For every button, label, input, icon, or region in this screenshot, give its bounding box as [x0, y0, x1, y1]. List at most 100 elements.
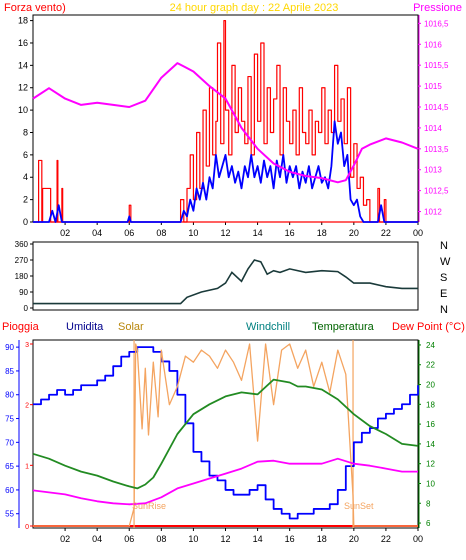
solar-line — [33, 343, 418, 527]
x-tick-label: 16 — [285, 228, 295, 238]
x-tick-label: 08 — [156, 228, 166, 238]
y-right-tick-label: 1012 — [424, 208, 442, 217]
x-tick-label: 12 — [220, 228, 230, 238]
x-tick-label: 18 — [317, 228, 327, 238]
sunset-label: SunSet — [344, 501, 374, 511]
x-tick-label: 06 — [124, 534, 134, 544]
humidity-tick-label: 85 — [5, 367, 14, 376]
temp-tick-label: 10 — [426, 479, 435, 488]
y-right-tick-label: 1013,5 — [424, 145, 449, 154]
chart-title: 24 hour graph day : 22 Aprile 2023 — [170, 2, 339, 14]
solar-label: Solar — [118, 321, 144, 333]
rain-label: Pioggia — [2, 321, 40, 333]
dew-point-line — [32, 457, 418, 506]
y-left-tick-label: 2 — [23, 195, 28, 205]
y-right-tick-label: 1015,5 — [424, 61, 449, 70]
humidity-line — [33, 346, 419, 520]
humidity-tick-label: 90 — [5, 343, 14, 352]
y-left-tick-label: 4 — [23, 172, 28, 182]
y-left-tick-label: 18 — [18, 16, 28, 26]
y-left-tick-label: 12 — [18, 83, 28, 93]
y-right-tick-label: 1016,5 — [424, 19, 449, 28]
humidity-tick-label: 70 — [5, 438, 14, 447]
wind-direction-panel: 0 90 180 270 360 — [15, 240, 419, 313]
windchill-label: Windchill — [246, 321, 290, 333]
x-tick-label: 00 — [413, 534, 423, 544]
y-right-tick-label: 1016 — [424, 40, 442, 49]
x-tick-label: 00 — [413, 228, 423, 238]
y-left-tick-label: 0 — [23, 217, 28, 227]
temp-tick-label: 8 — [426, 499, 431, 508]
dir-tick-label: 180 — [15, 272, 29, 281]
x-tick-label: 18 — [317, 534, 327, 544]
dir-tick-label: 270 — [15, 256, 29, 265]
y-right-tick-label: 1014 — [424, 124, 442, 133]
temperature-label: Temperatura — [312, 321, 375, 333]
dir-label-n2: N — [440, 304, 448, 316]
temp-tick-label: 18 — [426, 400, 435, 409]
y-left-tick-label: 14 — [18, 60, 28, 70]
dir-label-s: S — [440, 272, 447, 284]
humidity-tick-label: 60 — [5, 486, 14, 495]
x-tick-label: 12 — [220, 534, 230, 544]
humidity-tick-label: 55 — [5, 510, 14, 519]
y-left-tick-label: 10 — [18, 105, 28, 115]
x-tick-label: 02 — [60, 228, 70, 238]
wind-speed-line — [33, 120, 418, 223]
y-left-tick-label: 8 — [23, 127, 28, 137]
dir-tick-label: 0 — [24, 304, 29, 313]
wind-speed-label: Forza vento) — [4, 2, 66, 14]
y-left-tick-label: 16 — [18, 38, 28, 48]
x-tick-label: 20 — [349, 534, 359, 544]
x-tick-label: 14 — [253, 534, 263, 544]
temp-tick-label: 20 — [426, 381, 435, 390]
x-tick-label: 22 — [381, 534, 391, 544]
dir-tick-label: 90 — [19, 288, 28, 297]
y-right-tick-label: 1014,5 — [424, 103, 449, 112]
wind-pressure-panel: 02468101214161810121012,510131013,510141… — [18, 14, 449, 238]
humidity-tick-label: 75 — [5, 415, 14, 424]
wind-direction-line — [33, 259, 418, 305]
y-right-tick-label: 1015 — [424, 82, 442, 91]
sunrise-label: SunRise — [132, 501, 166, 511]
x-tick-label: 16 — [285, 534, 295, 544]
plot-frame — [32, 339, 419, 529]
y-right-tick-label: 1012,5 — [424, 187, 449, 196]
dir-label-w: W — [440, 256, 451, 268]
x-tick-label: 10 — [188, 534, 198, 544]
temp-tick-label: 22 — [426, 361, 435, 370]
rain-tick-label: 0 — [25, 524, 29, 531]
x-tick-label: 22 — [381, 228, 391, 238]
x-tick-label: 20 — [349, 228, 359, 238]
x-tick-label: 08 — [156, 534, 166, 544]
y-right-tick-label: 1013 — [424, 166, 442, 175]
temperature-line — [32, 378, 419, 490]
dew-point-label: Dew Point (°C) — [392, 321, 465, 333]
humidity-tick-label: 65 — [5, 462, 14, 471]
rain-tick-label: 1 — [25, 463, 29, 470]
rain-tick-label: 2 — [25, 403, 29, 410]
humidity-tick-label: 80 — [5, 391, 14, 400]
pressure-label: Pressione — [413, 2, 462, 14]
x-tick-label: 02 — [60, 534, 70, 544]
temp-tick-label: 12 — [426, 460, 435, 469]
x-tick-label: 04 — [92, 228, 102, 238]
humidity-temperature-panel: 5560657075808590012368101214161820222402… — [5, 339, 435, 544]
temp-tick-label: 6 — [426, 519, 431, 528]
temp-tick-label: 16 — [426, 420, 435, 429]
x-tick-label: 04 — [92, 534, 102, 544]
rain-tick-label: 3 — [25, 342, 29, 349]
x-tick-label: 14 — [253, 228, 263, 238]
temp-tick-label: 24 — [426, 341, 435, 350]
x-tick-label: 06 — [124, 228, 134, 238]
pressure-line — [32, 62, 419, 184]
temp-tick-label: 14 — [426, 440, 435, 449]
x-tick-label: 10 — [188, 228, 198, 238]
humidity-label: Umidita — [66, 321, 104, 333]
dir-label-n1: N — [440, 240, 448, 252]
plot-frame — [32, 241, 419, 311]
dir-label-e: E — [440, 288, 447, 300]
y-left-tick-label: 6 — [23, 150, 28, 160]
